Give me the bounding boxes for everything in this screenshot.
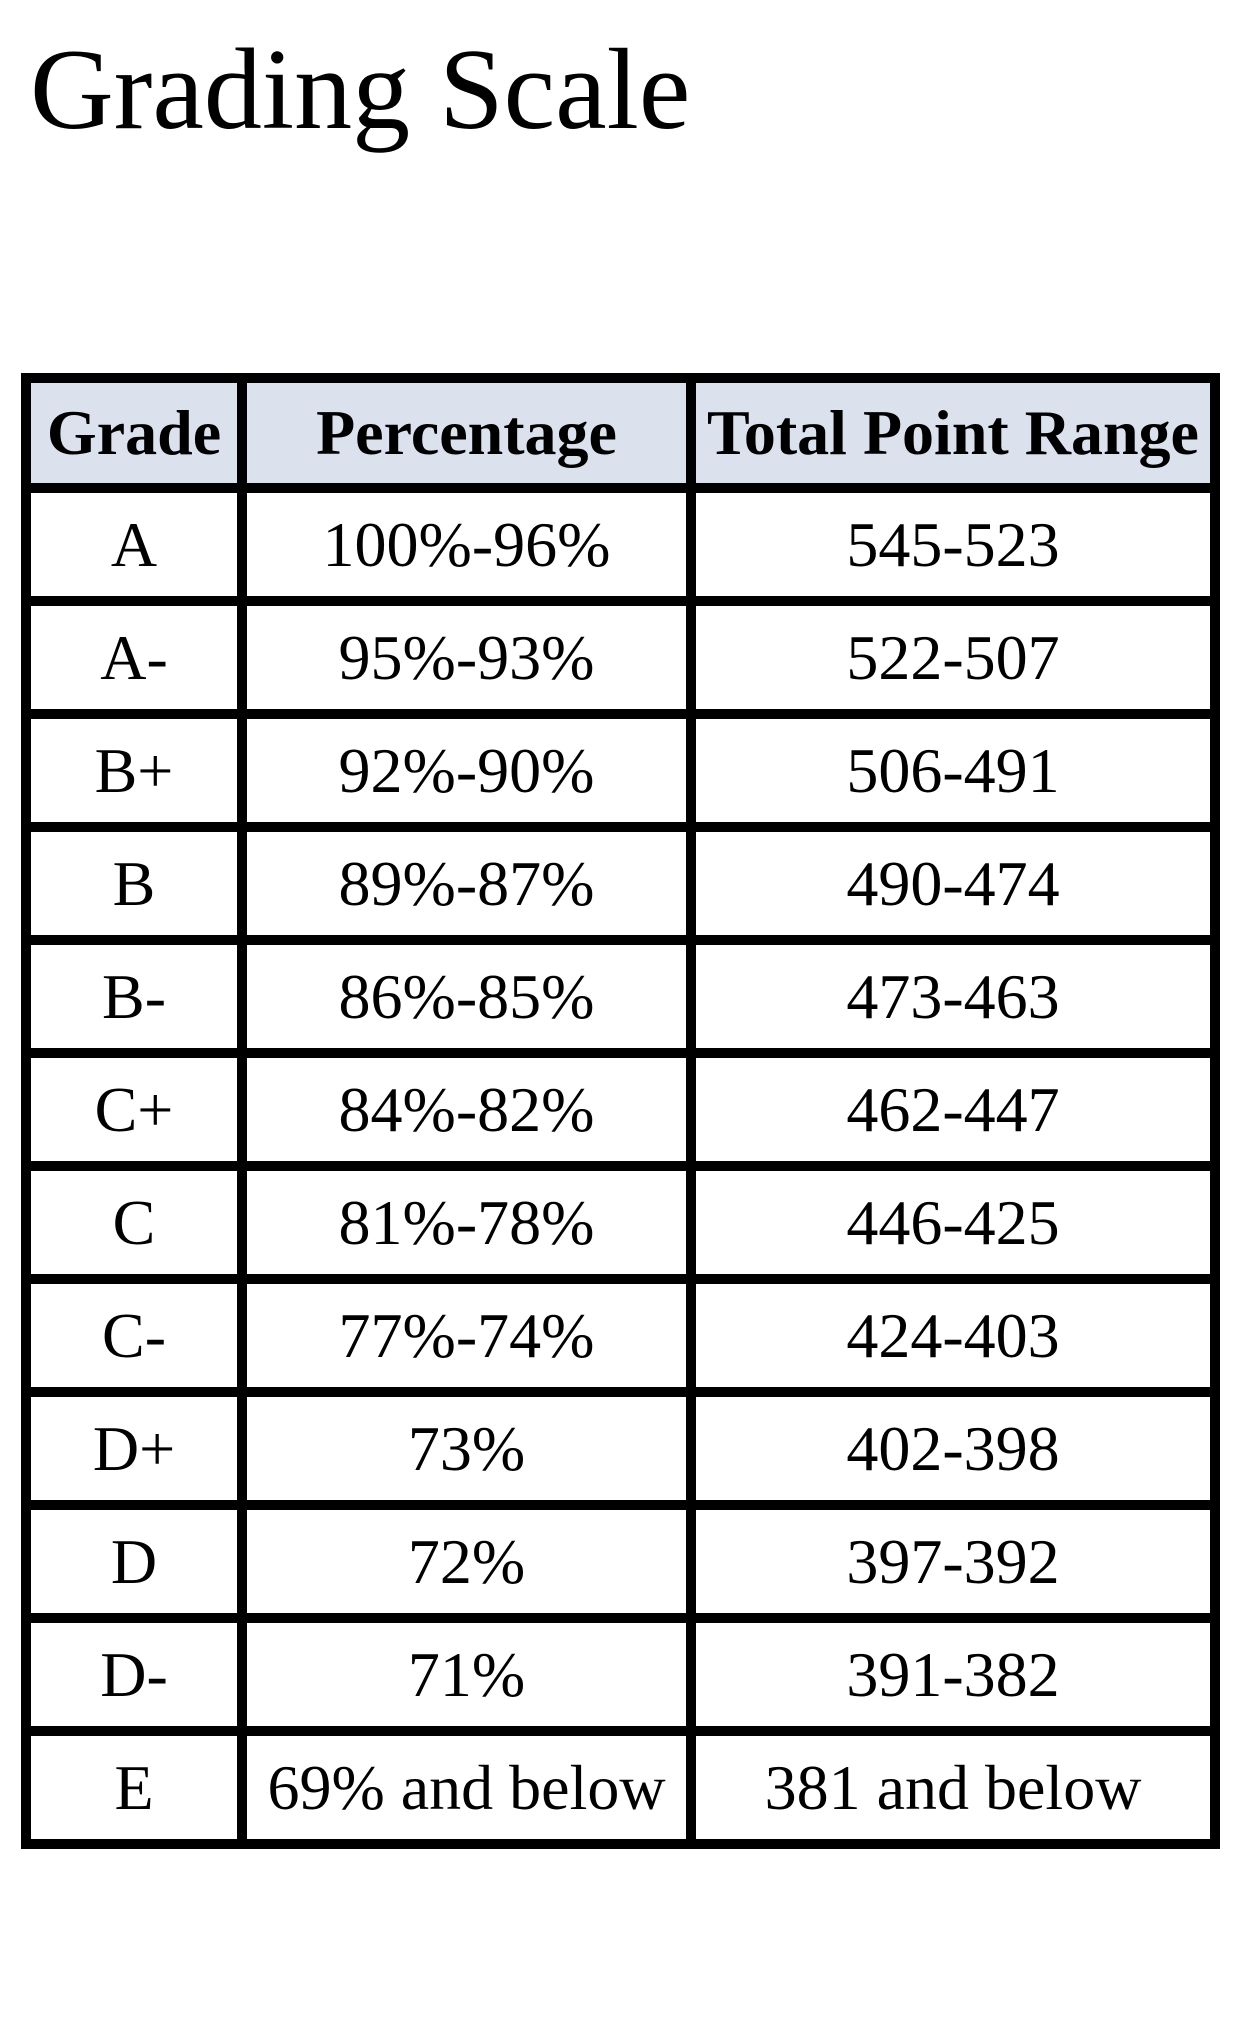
cell-grade: E <box>21 1726 247 1849</box>
cell-grade: C+ <box>21 1048 247 1171</box>
cell-points: 446-425 <box>686 1161 1220 1284</box>
cell-percentage: 73% <box>237 1387 696 1510</box>
cell-grade: A <box>21 483 247 606</box>
table-row: C+ 84%-82% 462-447 <box>21 1048 1220 1171</box>
table-row: B 89%-87% 490-474 <box>21 822 1220 945</box>
table-row: A 100%-96% 545-523 <box>21 483 1220 606</box>
cell-points: 402-398 <box>686 1387 1220 1510</box>
cell-grade: B <box>21 822 247 945</box>
table-row: B+ 92%-90% 506-491 <box>21 709 1220 832</box>
cell-grade: D+ <box>21 1387 247 1510</box>
table-row: E 69% and below 381 and below <box>21 1726 1220 1849</box>
cell-points: 397-392 <box>686 1500 1220 1623</box>
cell-percentage: 71% <box>237 1613 696 1736</box>
cell-percentage: 77%-74% <box>237 1274 696 1397</box>
cell-percentage: 86%-85% <box>237 935 696 1058</box>
cell-grade: B- <box>21 935 247 1058</box>
table-row: D- 71% 391-382 <box>21 1613 1220 1736</box>
cell-points: 522-507 <box>686 596 1220 719</box>
cell-percentage: 95%-93% <box>237 596 696 719</box>
header-row: Grade Percentage Total Point Range <box>21 373 1220 493</box>
cell-grade: C- <box>21 1274 247 1397</box>
cell-grade: D <box>21 1500 247 1623</box>
grading-table-body: A 100%-96% 545-523 A- 95%-93% 522-507 B+ 92%-90… <box>21 483 1220 1849</box>
cell-percentage: 92%-90% <box>237 709 696 832</box>
table-row: C- 77%-74% 424-403 <box>21 1274 1220 1397</box>
cell-percentage: 81%-78% <box>237 1161 696 1284</box>
page-title: Grading Scale <box>30 26 691 154</box>
cell-points: 391-382 <box>686 1613 1220 1736</box>
cell-grade: C <box>21 1161 247 1284</box>
cell-points: 473-463 <box>686 935 1220 1058</box>
grading-table-header: Grade Percentage Total Point Range <box>21 373 1220 493</box>
cell-percentage: 72% <box>237 1500 696 1623</box>
column-header-grade: Grade <box>21 373 247 493</box>
table-row: A- 95%-93% 522-507 <box>21 596 1220 719</box>
table-row: C 81%-78% 446-425 <box>21 1161 1220 1284</box>
cell-grade: B+ <box>21 709 247 832</box>
cell-points: 381 and below <box>686 1726 1220 1849</box>
column-header-percentage: Percentage <box>237 373 696 493</box>
cell-grade: D- <box>21 1613 247 1736</box>
cell-percentage: 84%-82% <box>237 1048 696 1171</box>
table-row: D+ 73% 402-398 <box>21 1387 1220 1510</box>
cell-points: 506-491 <box>686 709 1220 832</box>
grading-scale-table: Grade Percentage Total Point Range A 100%… <box>21 373 1220 1849</box>
cell-points: 490-474 <box>686 822 1220 945</box>
cell-grade: A- <box>21 596 247 719</box>
cell-percentage: 89%-87% <box>237 822 696 945</box>
cell-percentage: 69% and below <box>237 1726 696 1849</box>
table-row: D 72% 397-392 <box>21 1500 1220 1623</box>
column-header-total-point-range: Total Point Range <box>686 373 1220 493</box>
cell-percentage: 100%-96% <box>237 483 696 606</box>
table-row: B- 86%-85% 473-463 <box>21 935 1220 1058</box>
cell-points: 545-523 <box>686 483 1220 606</box>
cell-points: 462-447 <box>686 1048 1220 1171</box>
cell-points: 424-403 <box>686 1274 1220 1397</box>
